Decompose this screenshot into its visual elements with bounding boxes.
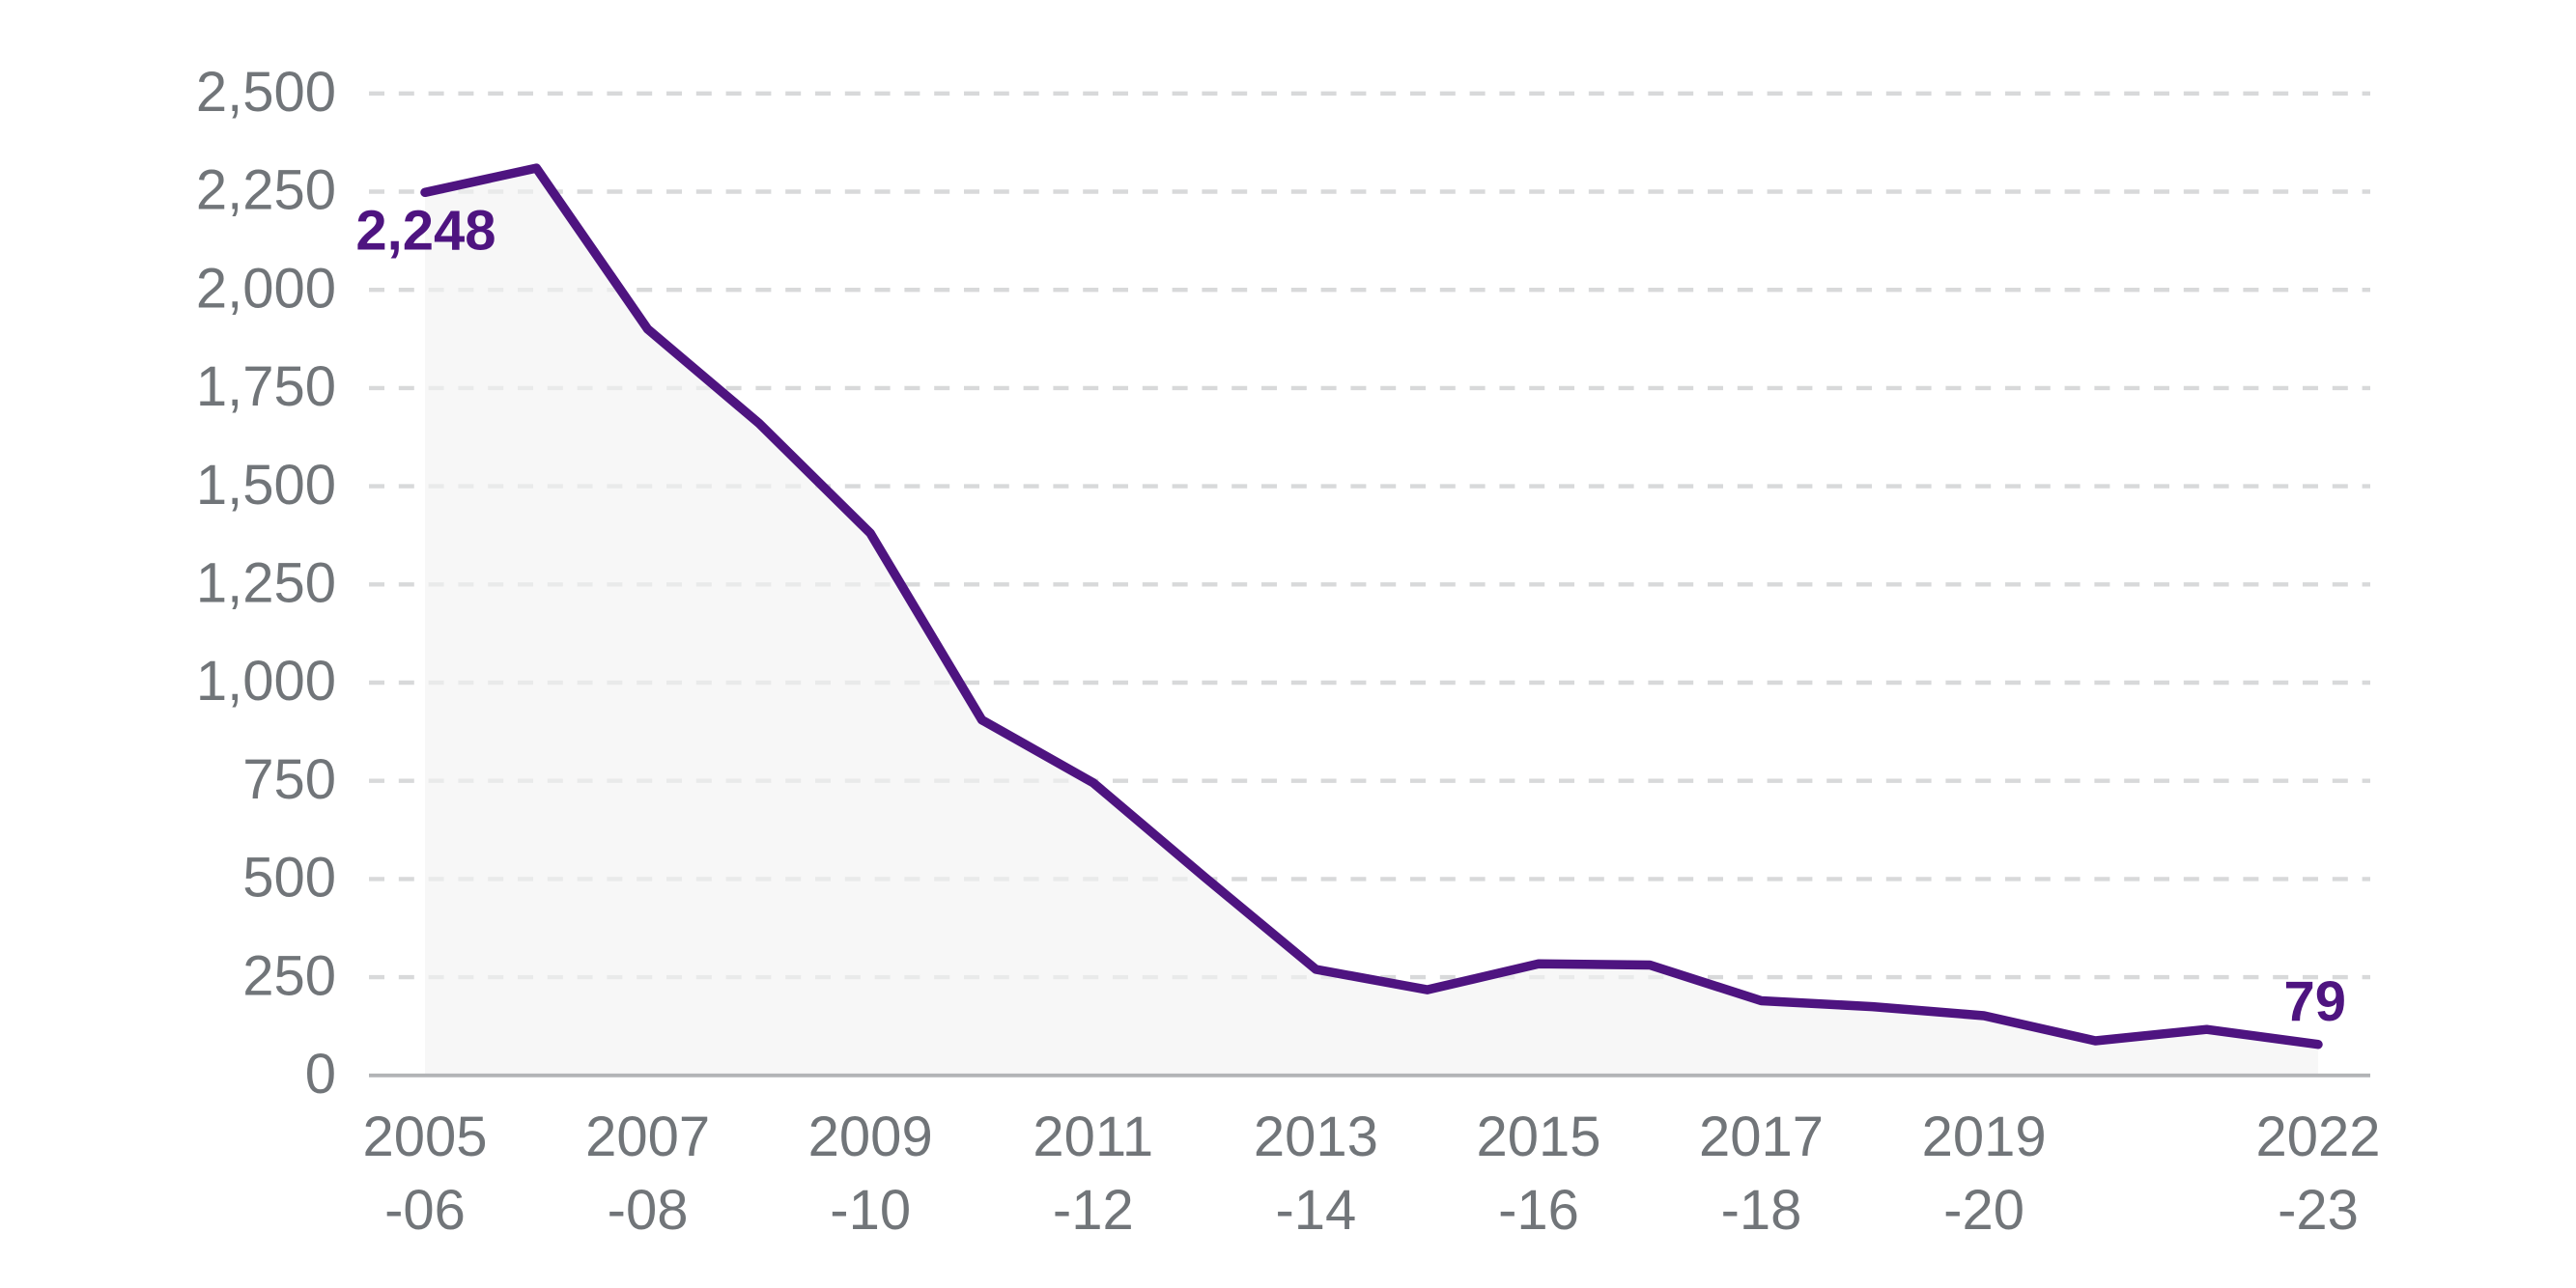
svg-text:250: 250	[242, 944, 336, 1007]
svg-text:750: 750	[242, 748, 336, 811]
svg-text:1,750: 1,750	[196, 355, 336, 418]
svg-text:2005: 2005	[362, 1106, 487, 1168]
svg-text:-14: -14	[1275, 1179, 1356, 1242]
svg-text:2022: 2022	[2255, 1106, 2380, 1168]
svg-text:2,248: 2,248	[355, 199, 495, 262]
svg-text:2015: 2015	[1476, 1106, 1600, 1168]
svg-text:2,000: 2,000	[196, 257, 336, 320]
svg-text:-20: -20	[1943, 1179, 2024, 1242]
svg-text:2,250: 2,250	[196, 159, 336, 222]
svg-text:2013: 2013	[1254, 1106, 1378, 1168]
svg-text:-06: -06	[384, 1179, 466, 1242]
svg-text:2007: 2007	[585, 1106, 710, 1168]
svg-text:-08: -08	[608, 1179, 689, 1242]
svg-text:-18: -18	[1721, 1179, 1802, 1242]
svg-text:2011: 2011	[1033, 1106, 1153, 1168]
svg-text:-23: -23	[2278, 1179, 2359, 1242]
svg-text:1,000: 1,000	[196, 650, 336, 713]
svg-text:79: 79	[2283, 970, 2346, 1033]
svg-text:500: 500	[242, 847, 336, 910]
svg-text:2,500: 2,500	[196, 61, 336, 124]
svg-text:2009: 2009	[808, 1106, 933, 1168]
svg-text:-16: -16	[1498, 1179, 1579, 1242]
svg-text:2017: 2017	[1699, 1106, 1824, 1168]
svg-text:-12: -12	[1053, 1179, 1134, 1242]
svg-text:1,250: 1,250	[196, 552, 336, 615]
svg-text:1,500: 1,500	[196, 454, 336, 517]
svg-text:0: 0	[305, 1043, 336, 1106]
svg-text:2019: 2019	[1922, 1106, 2047, 1168]
svg-text:-10: -10	[830, 1179, 911, 1242]
